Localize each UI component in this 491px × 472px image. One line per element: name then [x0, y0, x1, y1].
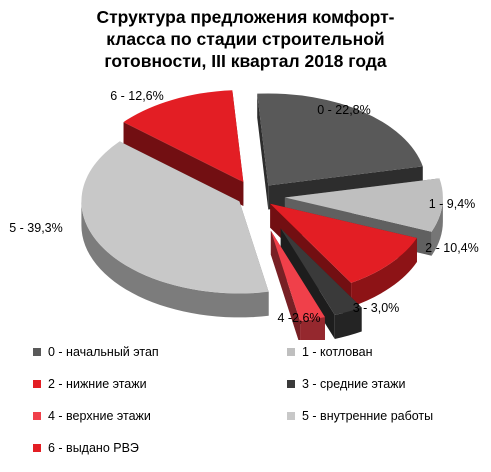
pie-slice-6 — [123, 90, 244, 207]
legend-swatch-1 — [287, 348, 295, 356]
legend-swatch-6 — [33, 444, 41, 452]
chart-title-line-1: Структура предложения комфорт- — [96, 7, 395, 27]
legend-swatch-2 — [33, 380, 41, 388]
legend-label-2: 2 - нижние этажи — [48, 377, 147, 391]
chart-title: Структура предложения комфорт- класса по… — [0, 6, 491, 72]
legend-label-5: 5 - внутренние работы — [302, 409, 434, 423]
legend-swatch-4 — [33, 412, 41, 420]
pie-slice-5 — [81, 141, 269, 318]
chart-title-line-2: класса по стадии строительной — [106, 29, 385, 49]
data-label-0: 0 - 22,8% — [317, 103, 371, 117]
legend-item-4: 4 - верхние этажи — [33, 409, 151, 423]
data-label-4: 4 -2,6% — [277, 311, 320, 325]
legend-swatch-5 — [287, 412, 295, 420]
data-label-1: 1 - 9,4% — [429, 197, 476, 211]
data-label-6: 6 - 12,6% — [110, 89, 164, 103]
legend-item-2: 2 - нижние этажи — [33, 377, 147, 391]
legend-label-3: 3 - средние этажи — [302, 377, 406, 391]
legend-label-0: 0 - начальный этап — [48, 345, 159, 359]
pie-chart: 0 - 22,8% 1 - 9,4% 2 - 10,4% 3 - 3,0% 4 -2,6… — [9, 89, 479, 340]
chart-title-line-3: готовности, III квартал 2018 года — [104, 51, 387, 71]
legend-swatch-0 — [33, 348, 41, 356]
legend-item-5: 5 - внутренние работы — [287, 409, 433, 423]
pie-slice-4 — [270, 230, 325, 340]
legend-swatch-3 — [287, 380, 295, 388]
data-label-5: 5 - 39,3% — [9, 221, 63, 235]
legend-label-1: 1 - котлован — [302, 345, 373, 359]
legend-item-3: 3 - средние этажи — [287, 377, 406, 391]
legend-label-4: 4 - верхние этажи — [48, 409, 151, 423]
legend-label-6: 6 - выдано РВЭ — [48, 441, 139, 455]
legend-item-0: 0 - начальный этап — [33, 345, 159, 359]
legend-item-1: 1 - котлован — [287, 345, 373, 359]
data-label-3: 3 - 3,0% — [353, 301, 400, 315]
data-label-2: 2 - 10,4% — [425, 241, 479, 255]
legend-item-6: 6 - выдано РВЭ — [33, 441, 139, 455]
